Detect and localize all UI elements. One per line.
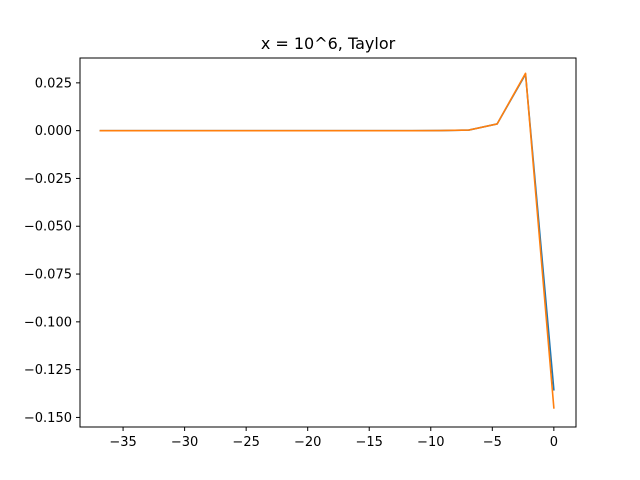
x-tick-label: −30 — [171, 435, 198, 450]
x-tick-label: 0 — [550, 435, 558, 450]
x-tick-label: −25 — [232, 435, 259, 450]
y-tick-label: −0.100 — [24, 315, 72, 330]
y-tick-label: −0.150 — [24, 411, 72, 426]
y-tick-label: −0.025 — [24, 172, 72, 187]
x-tick-label: −35 — [109, 435, 136, 450]
plot-frame — [79, 57, 577, 428]
series-line-2 — [99, 72, 555, 409]
y-tick-label: 0.025 — [35, 76, 72, 91]
y-tick-label: −0.125 — [24, 363, 72, 378]
y-tick-label: 0.000 — [35, 124, 72, 139]
x-axis-ticks: −35 −30 −25 −20 −15 −10 −5 0 — [109, 427, 558, 450]
x-tick-label: −20 — [294, 435, 321, 450]
x-tick-label: −5 — [483, 435, 502, 450]
y-tick-label: −0.050 — [24, 220, 72, 235]
x-tick-label: −10 — [417, 435, 444, 450]
series-layer — [99, 72, 555, 409]
x-tick-label: −15 — [356, 435, 383, 450]
y-tick-label: −0.075 — [24, 268, 72, 283]
chart-title: x = 10^6, Taylor — [261, 34, 396, 53]
y-axis-ticks: 0.025 0.000 −0.025 −0.050 −0.075 −0.100 −0.125… — [24, 76, 80, 426]
series-line-1 — [99, 73, 555, 391]
